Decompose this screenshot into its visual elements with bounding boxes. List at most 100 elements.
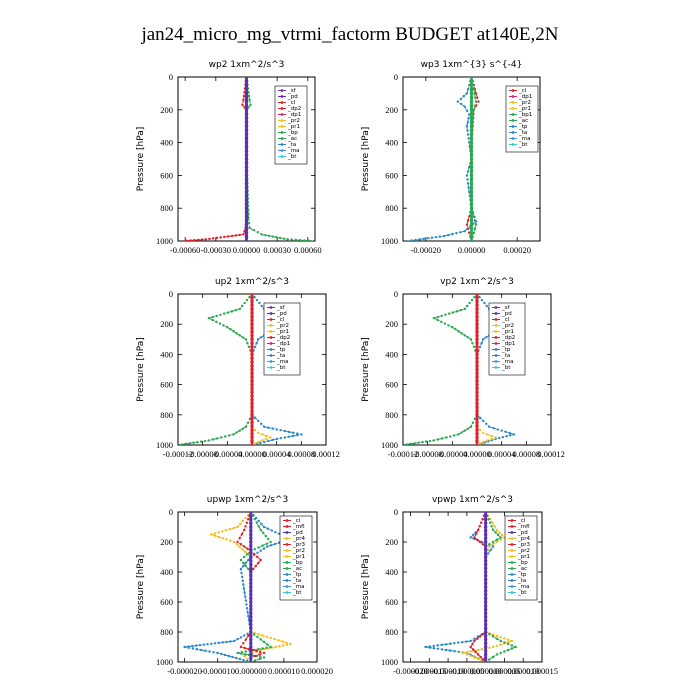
data-point (444, 313, 447, 316)
data-point (469, 338, 473, 341)
legend-label: _dp1 (287, 112, 301, 118)
data-point (217, 531, 220, 534)
data-point (473, 656, 476, 659)
data-point (508, 431, 512, 435)
data-point (240, 652, 243, 655)
data-point (483, 634, 488, 638)
data-point (236, 638, 239, 641)
legend-label: _cl (292, 518, 301, 524)
data-point (233, 540, 236, 544)
data-point (469, 108, 474, 112)
y-tick-label: 1000 (156, 236, 173, 246)
data-point (469, 116, 474, 120)
data-point (300, 433, 303, 436)
data-point (291, 431, 295, 434)
data-point (244, 108, 249, 112)
data-point (475, 416, 479, 421)
data-point (250, 345, 254, 349)
data-point (219, 436, 223, 439)
x-tick-label: 0.00004 (488, 449, 516, 459)
legend-label: _pd (276, 311, 287, 317)
data-point (281, 644, 285, 647)
data-point (476, 648, 480, 652)
legend-marker (285, 519, 289, 522)
data-point (475, 352, 479, 357)
data-point (267, 439, 270, 443)
x-tick-label: 0.00030 (263, 245, 291, 255)
data-point (465, 304, 469, 308)
data-point (470, 298, 474, 302)
data-point (263, 440, 266, 444)
data-point (440, 320, 443, 323)
data-point (410, 239, 413, 241)
data-point (252, 552, 256, 556)
data-point (491, 528, 495, 532)
data-point (459, 309, 463, 312)
data-point (469, 79, 474, 83)
data-point (459, 97, 463, 101)
data-point (466, 129, 469, 132)
legend-marker (510, 579, 514, 582)
data-point (249, 555, 253, 559)
legend-marker (494, 366, 498, 369)
data-point (229, 640, 232, 643)
data-point (483, 652, 488, 657)
data-point (244, 206, 249, 210)
x-tick-label: -0.000010 (200, 666, 235, 676)
legend-label: _tp (501, 347, 511, 353)
data-point (244, 120, 249, 124)
data-point (244, 338, 248, 341)
data-point (492, 426, 495, 430)
data-point (485, 422, 488, 426)
data-point (432, 316, 436, 320)
data-point (491, 543, 495, 546)
data-point (249, 600, 253, 604)
data-point (483, 619, 488, 623)
data-point (249, 529, 253, 533)
x-tick-label: 0.00008 (288, 449, 316, 459)
data-point (488, 543, 491, 546)
data-point (215, 437, 219, 440)
series-line-ac (403, 294, 478, 445)
data-point (475, 322, 479, 326)
data-point (249, 619, 253, 623)
data-point (483, 626, 488, 630)
legend-label: _pd (287, 94, 298, 100)
data-point (219, 313, 222, 316)
data-point (204, 649, 207, 652)
data-point (250, 367, 254, 372)
data-point (250, 405, 254, 409)
data-point (469, 99, 474, 104)
legend-marker (285, 531, 289, 534)
y-tick-label: 800 (385, 410, 398, 420)
legend-marker (511, 137, 515, 140)
legend-label: _pr2 (287, 118, 300, 124)
data-point (217, 535, 221, 539)
data-point (234, 309, 238, 312)
data-point (279, 437, 282, 440)
data-point (250, 431, 254, 436)
legend-label: _bp (292, 560, 303, 566)
data-point (244, 104, 249, 108)
data-point (468, 166, 471, 169)
data-point (483, 607, 488, 612)
data-point (495, 644, 499, 647)
legend-marker (494, 348, 498, 351)
data-point (249, 626, 253, 630)
data-point (249, 547, 253, 552)
data-point (469, 149, 474, 153)
data-point (188, 442, 191, 445)
data-point (480, 298, 484, 302)
data-point (244, 177, 249, 182)
data-point (474, 96, 477, 99)
data-point (249, 581, 253, 585)
data-point (204, 238, 207, 241)
legend-label: _tp (518, 124, 528, 130)
data-point (475, 637, 479, 640)
data-point (478, 295, 481, 299)
data-point (235, 431, 238, 434)
data-point (428, 439, 432, 443)
data-point (483, 574, 488, 578)
data-point (256, 635, 259, 639)
data-point (469, 95, 474, 100)
